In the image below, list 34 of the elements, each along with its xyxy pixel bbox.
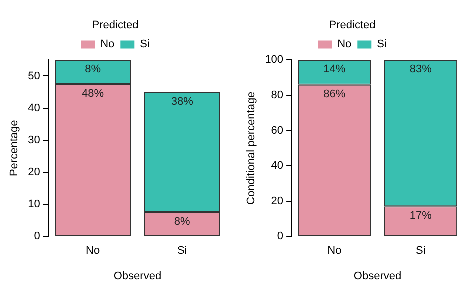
data-label: 8%: [174, 216, 191, 228]
data-label: 8%: [85, 64, 102, 76]
data-label: 38%: [171, 96, 194, 108]
data-label: 86%: [324, 88, 346, 100]
y-tick-label: 80: [271, 90, 284, 102]
x-tick-label: No: [86, 245, 100, 258]
y-tick-label: 10: [28, 198, 40, 211]
x-tick-label: No: [328, 245, 342, 258]
y-tick-label: 60: [271, 124, 284, 137]
y-tick-label: 20: [28, 166, 40, 178]
y-tick-label: 40: [28, 102, 40, 114]
x-tick-label: Si: [177, 245, 188, 258]
y-tick-label: 100: [265, 54, 284, 66]
data-label: 14%: [324, 64, 346, 76]
y-axis-title: Conditional percentage: [246, 92, 258, 205]
y-tick-label: 30: [28, 134, 40, 146]
y-tick-label: 40: [271, 160, 284, 172]
x-tick-label: Si: [416, 245, 426, 258]
legend-title: Predicted: [92, 20, 139, 32]
legend-label: Si: [377, 38, 387, 51]
y-tick-label: 0: [277, 230, 284, 243]
data-label: 83%: [410, 64, 432, 76]
y-tick-label: 0: [34, 230, 40, 243]
x-axis-title: Observed: [114, 270, 162, 282]
y-tick-label: 50: [28, 70, 40, 82]
y-tick-label: 20: [271, 195, 284, 208]
x-axis-title: Observed: [354, 270, 402, 282]
y-axis-title: Percentage: [8, 120, 21, 177]
legend-label: Si: [140, 38, 150, 51]
data-label: 17%: [410, 210, 432, 222]
legend-label: No: [338, 38, 352, 51]
data-label: 48%: [82, 88, 104, 100]
legend-label: No: [100, 38, 115, 51]
legend-title: Predicted: [329, 20, 376, 32]
